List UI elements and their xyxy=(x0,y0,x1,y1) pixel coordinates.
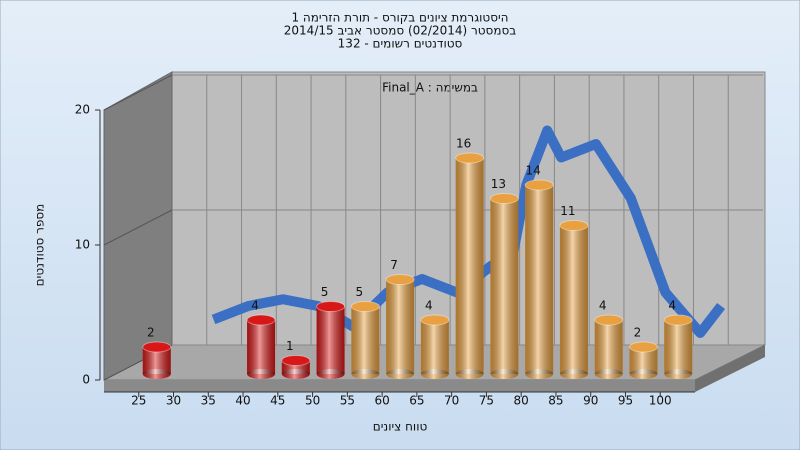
x-tick-label: 75 xyxy=(479,394,494,408)
bar-shade xyxy=(525,185,554,374)
value-label: 7 xyxy=(390,258,398,272)
bar-cap xyxy=(628,341,658,353)
x-tick-label: 100 xyxy=(649,394,672,408)
bar-shade xyxy=(455,158,484,374)
x-tick-label: 30 xyxy=(166,394,181,408)
x-tick-label: 80 xyxy=(514,394,529,408)
bar-base xyxy=(594,369,623,379)
bar-base xyxy=(351,369,380,379)
bar-shade xyxy=(420,320,449,374)
bar-shade xyxy=(490,198,519,374)
x-tick-label: 70 xyxy=(444,394,459,408)
bar-cap xyxy=(559,220,589,231)
grid-line xyxy=(103,209,173,246)
bar-base xyxy=(247,369,276,379)
bar-base xyxy=(316,369,345,379)
value-label: 16 xyxy=(456,137,471,151)
y-tick-label: 20 xyxy=(75,103,90,117)
bar-cap xyxy=(350,301,380,312)
bar-base xyxy=(664,369,693,379)
grid-line xyxy=(103,74,173,111)
bar-cap xyxy=(663,314,693,326)
bar-base xyxy=(281,369,310,379)
y-tick-label: 0 xyxy=(82,373,90,387)
value-label: 2 xyxy=(147,326,155,340)
x-tick-label: 25 xyxy=(131,394,146,408)
x-tick-label: 40 xyxy=(235,394,250,408)
bar-base xyxy=(420,369,449,379)
floor-edge xyxy=(104,380,695,392)
x-tick-label: 85 xyxy=(548,394,563,408)
bar-base xyxy=(525,369,554,379)
x-tick-label: 45 xyxy=(270,394,285,408)
bar-cap xyxy=(246,314,276,326)
x-tick-label: 55 xyxy=(340,394,355,408)
floor-edge xyxy=(695,345,765,392)
bar-shade xyxy=(316,306,345,374)
x-tick-label: 50 xyxy=(305,394,320,408)
bar-cap xyxy=(142,341,172,353)
bar-cap xyxy=(316,301,346,312)
annotation: Final_A : במשימה xyxy=(382,81,478,95)
chart-title: היסטוגרמת ציונים בקורס - תורת הזרימה 1 xyxy=(291,11,508,25)
bar-shade xyxy=(386,279,415,374)
bar-base xyxy=(386,369,415,379)
value-label: 11 xyxy=(560,204,575,218)
value-label: 13 xyxy=(491,177,506,191)
value-label: 4 xyxy=(599,299,607,313)
bar-cap xyxy=(489,193,519,204)
bar-shade xyxy=(559,225,588,374)
x-tick-label: 95 xyxy=(618,394,633,408)
value-label: 5 xyxy=(356,285,364,299)
bar-shade xyxy=(664,320,693,374)
bar-base xyxy=(490,369,519,379)
bar-base xyxy=(629,369,658,379)
chart-subtitle: סטודנטים רשומים - 132 xyxy=(338,37,463,51)
bar-cap xyxy=(281,355,311,366)
value-label: 2 xyxy=(634,326,642,340)
value-label: 4 xyxy=(425,299,433,313)
bar-shade xyxy=(247,320,276,374)
bar-cap xyxy=(385,274,415,285)
bar-cap xyxy=(455,152,485,164)
bar-cap xyxy=(594,314,624,326)
value-label: 4 xyxy=(668,299,676,313)
value-label: 14 xyxy=(526,164,541,178)
bar-shade xyxy=(594,320,623,374)
y-axis-label: מספר סטודנטים xyxy=(33,204,47,287)
bar-base xyxy=(142,369,171,379)
bar-cap xyxy=(420,314,450,326)
x-tick-label: 90 xyxy=(583,394,598,408)
side-wall xyxy=(103,71,173,381)
x-tick-label: 35 xyxy=(201,394,216,408)
y-tick-label: 10 xyxy=(75,238,90,252)
bar-shade xyxy=(351,306,380,374)
value-label: 5 xyxy=(321,285,329,299)
value-label: 4 xyxy=(251,299,259,313)
x-tick-label: 65 xyxy=(409,394,424,408)
bar-cap xyxy=(524,179,554,191)
value-label: 1 xyxy=(286,339,294,353)
bar-base xyxy=(559,369,588,379)
chart-subtitle: בסמסטר (02/2014) סמסטר אביב 2014/15 xyxy=(284,24,516,38)
x-axis-label: טווח ציונים xyxy=(373,420,428,434)
x-tick-label: 60 xyxy=(374,394,389,408)
bar-base xyxy=(455,369,484,379)
